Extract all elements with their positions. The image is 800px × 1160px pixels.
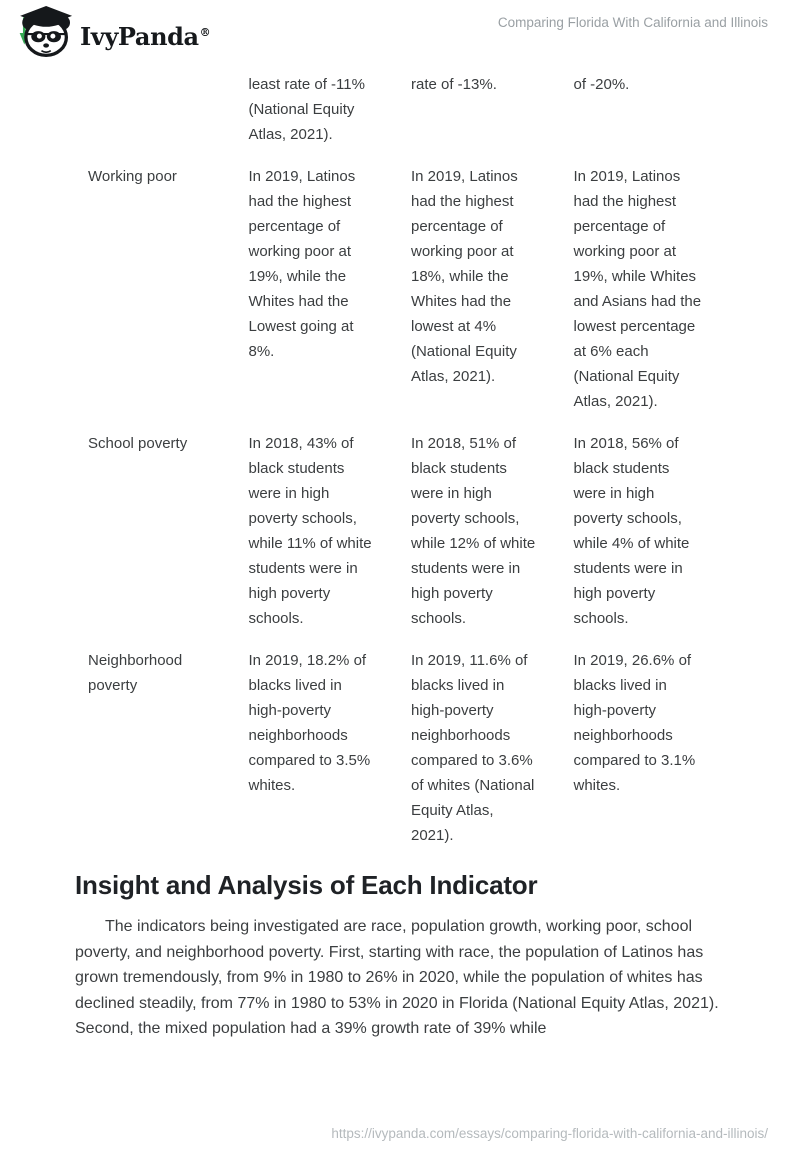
illinois-cell: In 2018, 56% of black students were in h… [573,435,690,627]
body-paragraph: The indicators being investigated are ra… [75,918,719,1037]
illinois-cell: of -20%. [573,76,630,93]
panda-graduate-icon [12,5,74,59]
table-row-continued: least rate of -11% (National Equity Atla… [88,72,736,164]
ivypanda-logo[interactable]: IvyPanda® [12,5,211,59]
illinois-cell: In 2019, Latinos had the highest percent… [573,168,702,410]
california-cell: In 2019, 11.6% of blacks lived in high-p… [410,652,535,844]
table-row-school-poverty: School poverty In 2018, 43% of black stu… [88,431,736,648]
florida-cell: In 2019, Latinos had the highest percent… [248,168,356,360]
florida-cell: In 2018, 43% of black students were in h… [248,435,372,627]
brand-text: IvyPanda [80,21,199,51]
florida-cell: least rate of -11% (National Equity Atla… [248,76,365,143]
document-title: Comparing Florida With California and Il… [497,15,768,30]
section-heading: Insight and Analysis of Each Indicator [75,870,538,900]
comparison-table: least rate of -11% (National Equity Atla… [88,72,736,865]
page-header: IvyPanda® Comparing Florida With Califor… [0,0,800,64]
row-label: School poverty [88,435,188,452]
page-url[interactable]: https://ivypanda.com/essays/comparing-fl… [331,1126,768,1141]
illinois-cell: In 2019, 26.6% of blacks lived in high-p… [573,652,696,794]
table-row-working-poor: Working poor In 2019, Latinos had the hi… [88,164,736,431]
table-row-neighborhood-poverty: Neighborhood poverty In 2019, 18.2% of b… [88,648,736,865]
document-body: least rate of -11% (National Equity Atla… [75,72,739,1042]
row-label [88,72,248,164]
registered-trademark: ® [199,25,211,39]
row-label: Neighborhood poverty [88,652,183,694]
california-cell: In 2018, 51% of black students were in h… [410,435,536,627]
brand-name: IvyPanda® [80,21,211,51]
california-cell: In 2019, Latinos had the highest percent… [410,168,518,385]
row-label: Working poor [88,168,177,185]
florida-cell: In 2019, 18.2% of blacks lived in high-p… [248,652,371,794]
california-cell: rate of -13%. [410,76,497,93]
